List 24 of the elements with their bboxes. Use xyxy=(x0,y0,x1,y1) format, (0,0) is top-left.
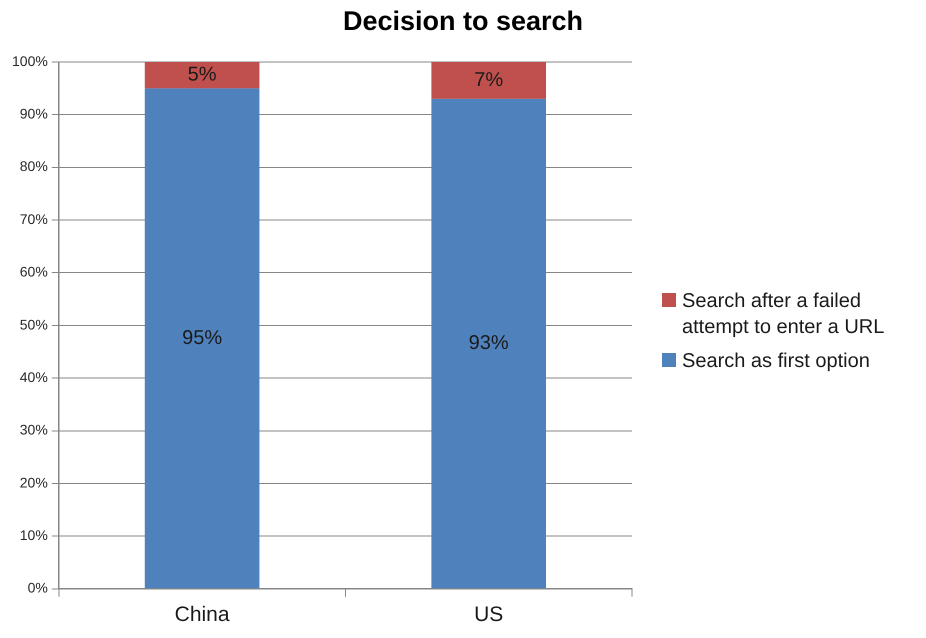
data-label: 7% xyxy=(474,68,504,91)
x-tick-label: China xyxy=(174,603,230,626)
y-tick-label: 60% xyxy=(20,264,48,280)
y-tick-label: 100% xyxy=(12,52,48,69)
y-tick-label: 90% xyxy=(20,106,48,122)
data-label: 5% xyxy=(188,64,217,86)
y-tick-label: 40% xyxy=(20,368,48,385)
legend-label: Search after a failed attempt to enter a URL xyxy=(682,289,886,340)
y-tick-label: 20% xyxy=(20,474,48,490)
legend-label: Search as first option xyxy=(682,349,871,374)
bar xyxy=(144,62,260,88)
bar xyxy=(144,88,260,588)
y-tick-label: 70% xyxy=(20,210,48,227)
chart-title: Decision to search xyxy=(342,6,584,37)
x-tick-label: US xyxy=(474,603,504,626)
y-tick-label: 10% xyxy=(20,526,48,543)
data-label: 95% xyxy=(182,326,222,349)
y-tick-label: 30% xyxy=(20,422,48,438)
data-label: 93% xyxy=(468,332,509,354)
bar xyxy=(431,62,546,99)
y-tick-label: 80% xyxy=(20,158,48,174)
y-tick-label: 50% xyxy=(20,316,48,332)
bar xyxy=(431,98,546,588)
y-tick-label: 0% xyxy=(28,580,48,596)
